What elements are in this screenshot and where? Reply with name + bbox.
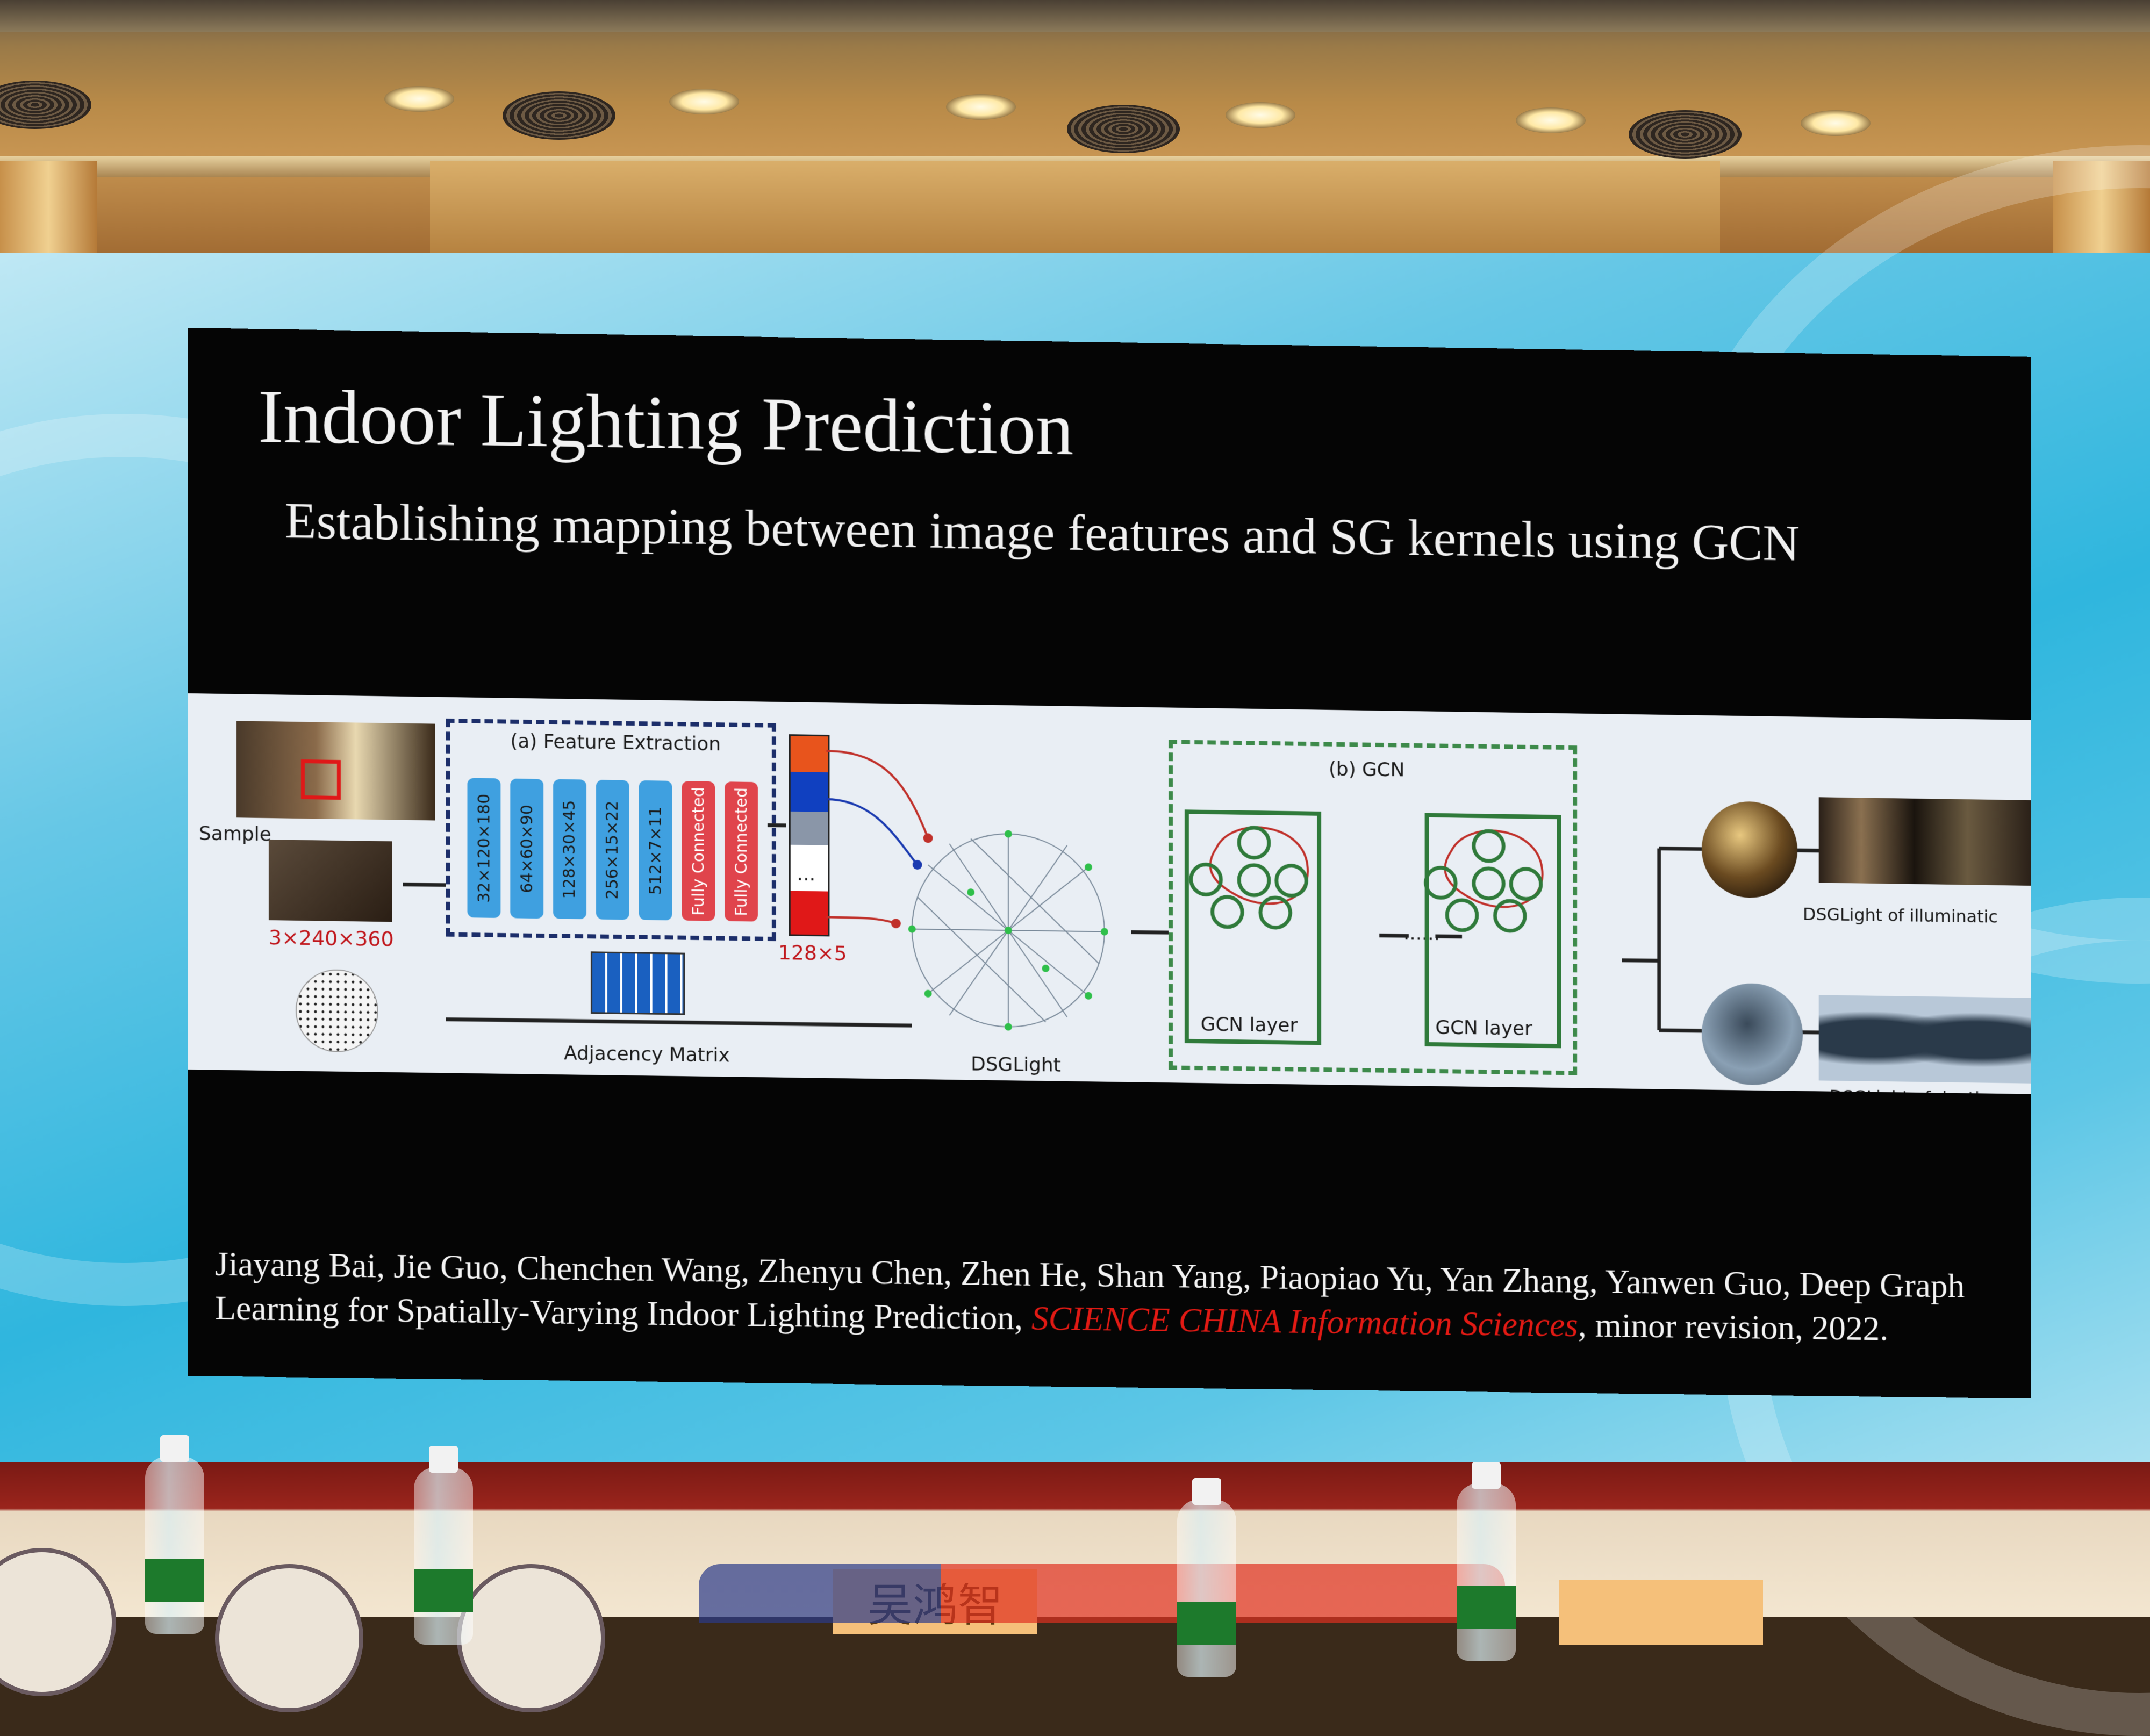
ceiling-light: [1226, 102, 1295, 128]
ceiling-light: [1516, 107, 1586, 133]
ceiling-vent: [503, 91, 615, 140]
vector-link-red: [826, 751, 928, 838]
conference-banner-logo: [699, 1564, 1505, 1623]
illumination-map: [1819, 797, 2031, 886]
ceiling-vent: [0, 81, 91, 129]
water-bottle: [1177, 1500, 1236, 1677]
architecture-figure: Sample 3×240×360 (a) Feature Extraction …: [188, 693, 2031, 1094]
ceiling-vent: [1067, 105, 1180, 153]
depth-map: [1819, 995, 2031, 1083]
ceiling-light: [1801, 110, 1870, 136]
gcn-layer-1-label: GCN layer: [1201, 1013, 1298, 1036]
ceiling: [0, 0, 2150, 258]
slide-subtitle: Establishing mapping between image featu…: [285, 491, 1800, 573]
stage-front: 吴鸿智: [0, 1462, 2150, 1617]
gcn-layer-2-label: GCN layer: [1435, 1016, 1532, 1039]
ceiling-light: [669, 89, 739, 114]
vector-link-blue: [826, 799, 917, 865]
water-bottle: [1457, 1483, 1516, 1661]
arrow-from-gcn: [1622, 960, 1659, 961]
gcn-title: (b) GCN: [1329, 758, 1404, 781]
illumination-output-label: DSGLight of illuminatic: [1803, 904, 1998, 927]
ceiling-light: [946, 94, 1016, 120]
university-logo: [0, 1548, 116, 1696]
slide-title: Indoor Lighting Prediction: [258, 372, 1074, 472]
wall-panel: [430, 161, 1720, 258]
citation-tail: , minor revision, 2022.: [1578, 1305, 1888, 1347]
speaker-nameplate: [1559, 1580, 1763, 1645]
ceiling-light: [384, 86, 454, 112]
citation: Jiayang Bai, Jie Guo, Chenchen Wang, Zhe…: [215, 1242, 2020, 1353]
university-logo: [215, 1564, 363, 1712]
arrow-adjacency: [446, 1019, 912, 1025]
water-bottle: [145, 1457, 204, 1634]
citation-journal: SCIENCE CHINA Information Sciences: [1031, 1299, 1578, 1344]
depth-sphere: [1702, 982, 1803, 1086]
ceiling-edge: [0, 0, 2150, 32]
gcn-layer-2-panel: [1425, 813, 1561, 1049]
ceiling-vent: [1629, 110, 1742, 159]
university-logo: [457, 1564, 605, 1712]
vector-link-red-2: [826, 917, 895, 923]
illumination-sphere: [1702, 801, 1797, 899]
presentation-slide: Indoor Lighting Prediction Establishing …: [188, 328, 2031, 1398]
dsglight-label: DSGLight: [971, 1053, 1060, 1076]
arrow-depth: [1659, 1030, 1702, 1031]
gcn-layer-1-panel: [1185, 809, 1321, 1045]
water-bottle: [414, 1467, 473, 1645]
wall-panel: [0, 161, 97, 258]
